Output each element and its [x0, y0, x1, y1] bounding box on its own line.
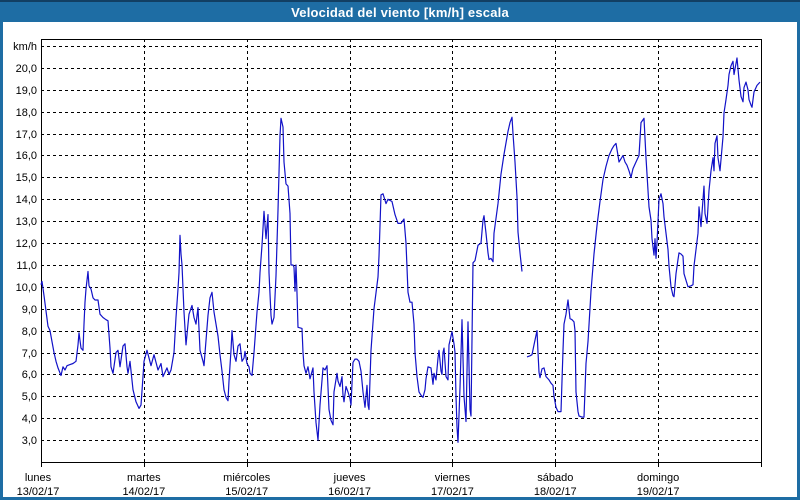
y-tick-label: 10,0: [16, 282, 37, 294]
y-tick-label: 16,0: [16, 150, 37, 162]
y-tick-label: 6,0: [22, 369, 37, 381]
day-name-label: martes: [127, 472, 161, 484]
day-date-label: 14/02/17: [122, 486, 165, 498]
day-date-label: 16/02/17: [328, 486, 371, 498]
wind-series-line: [526, 57, 761, 418]
gridlines: [41, 39, 761, 462]
y-tick-label: 18,0: [16, 107, 37, 119]
chart-title: Velocidad del viento [km/h] escala: [291, 4, 509, 20]
y-tick-label: 13,0: [16, 216, 37, 228]
y-tick-label: 15,0: [16, 172, 37, 184]
day-name-label: sábado: [537, 472, 573, 484]
y-tick-label: 8,0: [22, 326, 37, 338]
plot-frame: [41, 39, 762, 463]
y-tick-label: 19,0: [16, 85, 37, 97]
day-date-label: 19/02/17: [637, 486, 680, 498]
day-name-label: domingo: [637, 472, 679, 484]
day-name-label: viernes: [435, 472, 471, 484]
x-day-labels: lunes 13/02/17 martes 14/02/17 miércoles 15/0…: [17, 472, 680, 498]
y-tick-label: 14,0: [16, 194, 37, 206]
day-date-label: 18/02/17: [534, 486, 577, 498]
day-date-label: 15/02/17: [225, 486, 268, 498]
y-tick-labels: km/h 20,0 19,0 18,0 17,0 16,0 15,0 14,0 13,0 12,0…: [13, 41, 37, 447]
day-date-label: 17/02/17: [431, 486, 474, 498]
y-tick-label: 7,0: [22, 348, 37, 360]
y-tick-label: 12,0: [16, 238, 37, 250]
day-name-label: jueves: [333, 472, 366, 484]
x-axis-ticks: [41, 462, 762, 467]
y-tick-label: 4,0: [22, 413, 37, 425]
y-tick-label: 9,0: [22, 304, 37, 316]
chart-title-bar: Velocidad del viento [km/h] escala: [0, 0, 800, 22]
y-tick-label: 3,0: [22, 435, 37, 447]
day-date-label: 13/02/17: [17, 486, 60, 498]
y-tick-label: 11,0: [16, 260, 37, 272]
day-name-label: miércoles: [223, 472, 271, 484]
wind-series-line: [40, 116, 523, 443]
y-tick-label: 17,0: [16, 129, 37, 141]
y-tick-label: 20,0: [16, 63, 37, 75]
y-tick-label: km/h: [13, 41, 37, 53]
y-tick-label: 5,0: [22, 391, 37, 403]
day-name-label: lunes: [25, 472, 52, 484]
